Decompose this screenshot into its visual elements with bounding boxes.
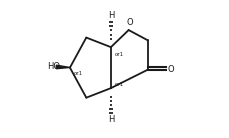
Text: or1: or1 xyxy=(114,82,123,87)
Text: O: O xyxy=(167,65,173,74)
Text: or1: or1 xyxy=(114,52,123,57)
Text: O: O xyxy=(125,18,132,27)
Text: or1: or1 xyxy=(73,71,82,76)
Polygon shape xyxy=(56,65,70,69)
Text: HO: HO xyxy=(47,63,60,71)
Text: H: H xyxy=(107,11,114,20)
Text: H: H xyxy=(107,116,114,124)
